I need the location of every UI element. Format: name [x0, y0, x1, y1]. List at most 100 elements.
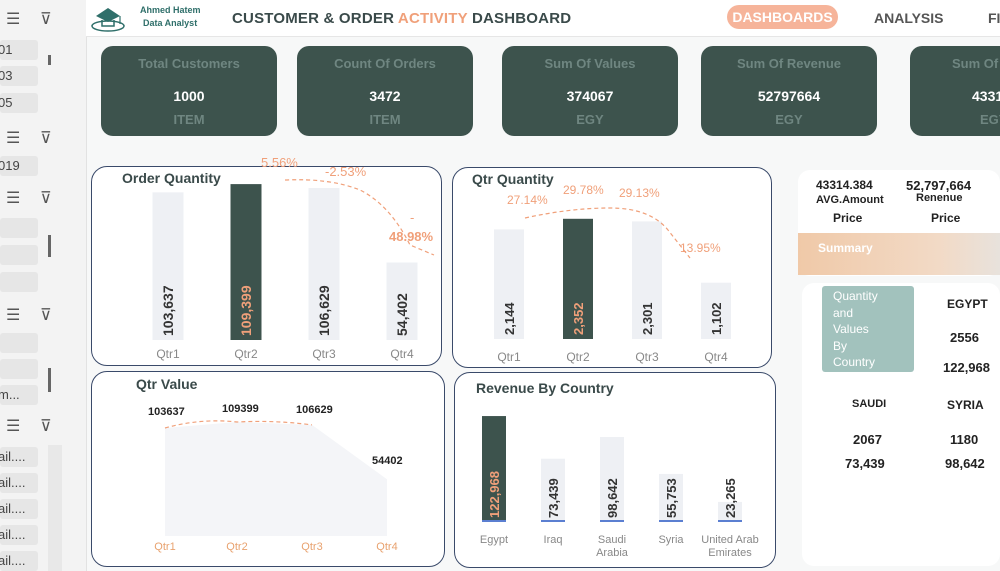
- kpi-title: Sum Of Revenue: [736, 56, 842, 71]
- clear-filter-icon[interactable]: ⊽: [40, 190, 52, 207]
- category-label: Arabia: [596, 547, 629, 559]
- category-label: Iraq: [544, 534, 563, 546]
- pct-label: 29.78%: [563, 183, 604, 197]
- country-value: 98,642: [945, 456, 985, 471]
- multi-select-icon[interactable]: ☰: [6, 418, 21, 435]
- country-name: SYRIA: [947, 398, 984, 412]
- category-label: United Arab: [701, 534, 758, 546]
- page-title: CUSTOMER & ORDER ACTIVITY DASHBOARD: [232, 10, 571, 27]
- country-qty: 1180: [950, 432, 979, 447]
- data-label: 109399: [222, 403, 259, 415]
- bar-baseline: [482, 520, 506, 522]
- trend-line: [284, 179, 435, 256]
- qv-line: By: [833, 338, 848, 353]
- kpi-card-sum-partial: Sum Of 4331 EGY: [910, 46, 1000, 136]
- slicer-scrollbar[interactable]: [48, 368, 51, 392]
- slicer-panel: ☰ ⊽ 01 03 05 ☰ ⊽ 019 ☰ ⊽ ☰ ⊽ m... ☰ ⊽ ai…: [0, 0, 87, 571]
- data-label: 103637: [148, 406, 185, 418]
- slicer-item[interactable]: ail....: [0, 499, 38, 519]
- slicer-scrollbar[interactable]: [48, 55, 51, 65]
- summary-bar: [798, 233, 1000, 275]
- kpi-card-sum-values: Sum Of Values 374067 EGY: [502, 46, 678, 136]
- kpi-title: Count Of Orders: [334, 56, 436, 71]
- chart-title: Qtr Quantity: [472, 171, 554, 187]
- country-name: SAUDI: [852, 398, 887, 410]
- clear-filter-icon[interactable]: ⊽: [40, 130, 52, 147]
- slicer-item[interactable]: 03: [0, 66, 38, 86]
- kpi-card-sum-revenue: Sum Of Revenue 52797664 EGY: [701, 46, 877, 136]
- data-label: 2,352: [571, 302, 586, 335]
- slicer-item[interactable]: [0, 218, 38, 238]
- kpi-card-total-customers: Total Customers 1000 ITEM: [101, 46, 277, 136]
- category-label: Qtr4: [704, 350, 728, 364]
- slicer-item[interactable]: [0, 333, 38, 353]
- kpi-unit: ITEM: [369, 112, 401, 127]
- kpi-title: Sum Of: [952, 56, 999, 71]
- nav-third-link[interactable]: FI: [988, 10, 1000, 26]
- clear-filter-icon[interactable]: ⊽: [40, 418, 52, 435]
- slicer-item[interactable]: ail....: [0, 551, 38, 571]
- category-label: Qtr1: [154, 541, 175, 553]
- kpi-title: Total Customers: [138, 56, 240, 71]
- multi-select-icon[interactable]: ☰: [6, 11, 21, 28]
- slicer-item[interactable]: 019: [0, 156, 38, 176]
- kpi-unit: EGY: [576, 112, 604, 127]
- pct-label: -2.53%: [325, 164, 367, 179]
- bar: [632, 221, 662, 339]
- data-label: 1,102: [709, 302, 724, 335]
- slicer-scrollbar[interactable]: [48, 235, 51, 257]
- bar: [541, 458, 565, 522]
- category-label: Qtr4: [390, 347, 414, 361]
- slicer-item[interactable]: ail....: [0, 447, 38, 467]
- nav-dashboards-button[interactable]: DASHBOARDS: [727, 5, 838, 29]
- qv-line: Quantity: [833, 289, 878, 303]
- nav-analysis-link[interactable]: ANALYSIS: [874, 10, 944, 26]
- category-label: Qtr2: [226, 541, 247, 553]
- chart-title: Revenue By Country: [476, 380, 614, 396]
- data-label: 2,301: [640, 302, 655, 335]
- slicer-scrollbar[interactable]: [48, 445, 62, 571]
- clear-filter-icon[interactable]: ⊽: [40, 11, 52, 28]
- data-label: 23,265: [723, 478, 738, 518]
- bar: [701, 282, 731, 339]
- slicer-item[interactable]: m...: [0, 385, 38, 405]
- country-qty: 2067: [853, 432, 882, 447]
- pct-dash: -: [410, 210, 415, 225]
- data-label: 106629: [296, 404, 333, 416]
- bar: [152, 192, 184, 340]
- pct-label: 5.56%: [261, 155, 298, 170]
- data-label: 54,402: [394, 293, 410, 336]
- multi-select-icon[interactable]: ☰: [6, 190, 21, 207]
- kpi-value: 4331: [972, 88, 1000, 104]
- bar: [482, 416, 506, 522]
- bar-baseline: [600, 520, 624, 522]
- country-qty: 2556: [950, 330, 979, 345]
- kpi-value: 3472: [369, 88, 401, 104]
- slicer-item[interactable]: ail....: [0, 525, 38, 545]
- bar: [308, 188, 340, 340]
- slicer-item[interactable]: ail....: [0, 473, 38, 493]
- author-name: Ahmed Hatem: [140, 5, 201, 15]
- data-label: 73,439: [546, 478, 561, 518]
- qv-label: Quantity and Values By Country: [833, 288, 878, 371]
- slicer-item[interactable]: [0, 359, 38, 379]
- pct-label: 29.13%: [619, 186, 660, 200]
- slicer-item[interactable]: [0, 245, 38, 265]
- multi-select-icon[interactable]: ☰: [6, 130, 21, 147]
- clear-filter-icon[interactable]: ⊽: [40, 307, 52, 324]
- kpi-unit: EGY: [775, 112, 803, 127]
- bar-baseline: [541, 520, 565, 522]
- slicer-item[interactable]: 01: [0, 40, 38, 60]
- category-label: Qtr4: [376, 541, 397, 553]
- trend-line: [164, 420, 313, 429]
- multi-select-icon[interactable]: ☰: [6, 307, 21, 324]
- slicer-item[interactable]: 05: [0, 93, 38, 113]
- bar: [494, 229, 524, 339]
- qv-line: and: [833, 305, 854, 320]
- country-value: 73,439: [845, 456, 885, 471]
- summary-label: Summary: [818, 241, 873, 255]
- qv-box: [822, 286, 914, 372]
- data-label: 103,637: [160, 285, 176, 336]
- category-label: Qtr2: [234, 347, 258, 361]
- slicer-item[interactable]: [0, 272, 38, 292]
